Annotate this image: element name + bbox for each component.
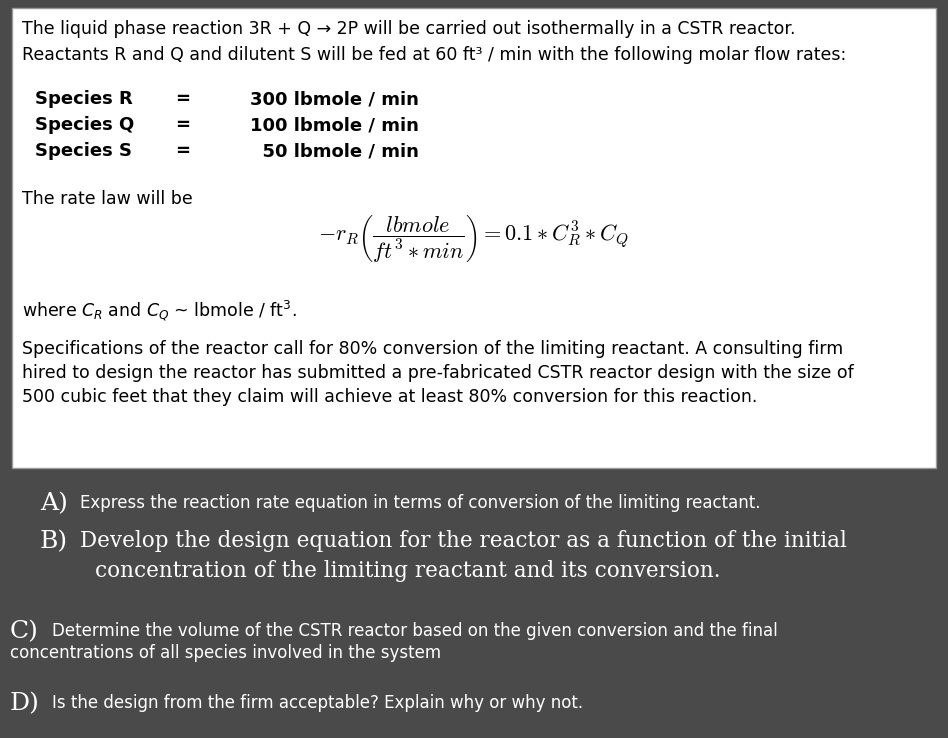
Text: D): D) [10,692,40,715]
Text: Species Q: Species Q [35,116,135,134]
Text: =: = [175,142,190,160]
Text: Determine the volume of the CSTR reactor based on the given conversion and the f: Determine the volume of the CSTR reactor… [52,622,777,640]
Text: Species R: Species R [35,90,133,108]
Text: The rate law will be: The rate law will be [22,190,192,208]
Text: =: = [175,90,190,108]
Text: The liquid phase reaction 3R + Q → 2P will be carried out isothermally in a CSTR: The liquid phase reaction 3R + Q → 2P wi… [22,20,795,38]
Text: B): B) [40,530,68,553]
Text: concentration of the limiting reactant and its conversion.: concentration of the limiting reactant a… [95,560,720,582]
Text: C): C) [10,620,39,643]
Text: 50 lbmole / min: 50 lbmole / min [250,142,419,160]
Text: 100 lbmole / min: 100 lbmole / min [250,116,419,134]
Text: Develop the design equation for the reactor as a function of the initial: Develop the design equation for the reac… [80,530,847,552]
Text: concentrations of all species involved in the system: concentrations of all species involved i… [10,644,441,662]
Text: Species S: Species S [35,142,132,160]
Text: A): A) [40,492,68,515]
Text: 300 lbmole / min: 300 lbmole / min [250,90,419,108]
Text: Specifications of the reactor call for 80% conversion of the limiting reactant. : Specifications of the reactor call for 8… [22,340,844,358]
Text: hired to design the reactor has submitted a pre-fabricated CSTR reactor design w: hired to design the reactor has submitte… [22,364,854,382]
Text: 500 cubic feet that they claim will achieve at least 80% conversion for this rea: 500 cubic feet that they claim will achi… [22,388,757,406]
Text: where $C_R$ and $C_Q$ ~ lbmole / ft$^3$.: where $C_R$ and $C_Q$ ~ lbmole / ft$^3$. [22,298,297,323]
Text: =: = [175,116,190,134]
Text: $-r_R \left(\dfrac{\mathit{lbmole}}{\mathit{ft}^3 * \mathit{min}}\right) = 0.1 *: $-r_R \left(\dfrac{\mathit{lbmole}}{\mat… [319,213,629,263]
Text: Is the design from the firm acceptable? Explain why or why not.: Is the design from the firm acceptable? … [52,694,583,712]
Text: Express the reaction rate equation in terms of conversion of the limiting reacta: Express the reaction rate equation in te… [80,494,760,512]
Text: Reactants R and Q and dilutent S will be fed at 60 ft³ / min with the following : Reactants R and Q and dilutent S will be… [22,46,847,64]
FancyBboxPatch shape [12,8,936,468]
